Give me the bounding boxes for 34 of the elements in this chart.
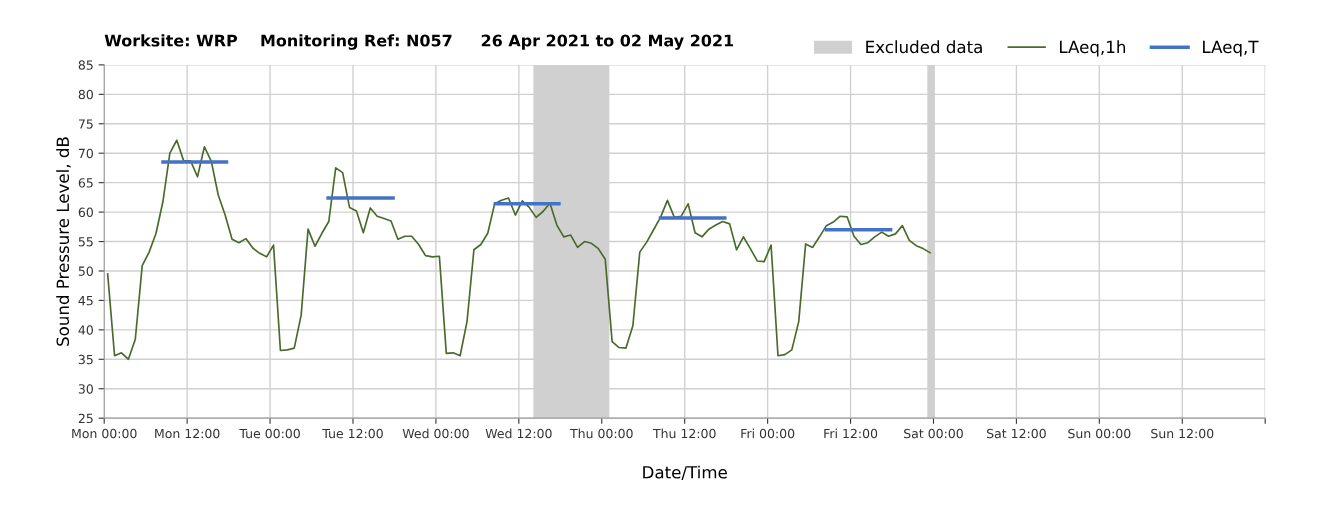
y-tick-label: 25 <box>78 413 93 424</box>
y-tick-label: 80 <box>78 89 93 100</box>
legend-label: Excluded data <box>866 40 982 54</box>
x-tick-label: Tue 12:00 <box>322 428 383 439</box>
y-tick-label: 40 <box>78 325 93 335</box>
x-tick-label: Mon 12:00 <box>155 428 220 439</box>
y-tick-label: 85 <box>78 60 93 70</box>
y-tick-label: 50 <box>78 266 93 276</box>
y-tick-label: 70 <box>78 148 93 159</box>
y-tick-label: 55 <box>78 237 93 247</box>
x-tick-label: Thu 00:00 <box>570 428 633 439</box>
y-tick-label: 45 <box>78 296 93 306</box>
x-tick-label: Wed 00:00 <box>402 428 469 439</box>
y-tick-label: 75 <box>78 119 93 129</box>
chart-title: Worksite: WRP Monitoring Ref: N057 26 Apr 2021 to 02 May 2021 <box>104 34 734 50</box>
x-tick-label: Fri 12:00 <box>824 428 878 439</box>
x-tick-label: Sat 12:00 <box>986 428 1046 439</box>
legend-label: LAeq,T <box>1203 40 1259 57</box>
x-tick-label: Mon 00:00 <box>72 428 137 439</box>
y-tick-label: 30 <box>78 384 93 394</box>
x-axis-title: Date/Time <box>643 465 727 480</box>
x-tick-label: Wed 12:00 <box>485 428 552 439</box>
x-tick-label: Sun 00:00 <box>1068 428 1131 439</box>
x-tick-label: Tue 00:00 <box>239 428 300 439</box>
y-tick-label: 60 <box>78 207 93 218</box>
x-tick-label: Fri 00:00 <box>741 428 795 439</box>
line-series <box>106 139 931 361</box>
x-tick-label: Sat 00:00 <box>904 428 963 439</box>
x-tick-label: Sun 12:00 <box>1151 428 1214 439</box>
y-tick-label: 65 <box>78 178 93 188</box>
x-tick-label: Thu 12:00 <box>652 428 716 439</box>
y-tick-label: 35 <box>78 354 93 365</box>
legend-label: LAeq,1h <box>1060 40 1126 57</box>
y-axis-title: Sound Pressure Level, dB <box>56 137 71 346</box>
